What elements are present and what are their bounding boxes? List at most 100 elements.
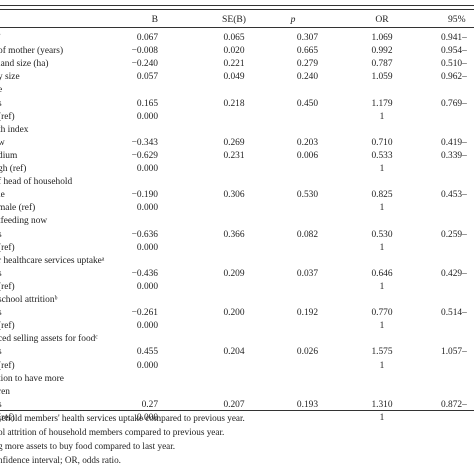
row-9-se: 0.231 (223, 151, 245, 161)
row-10-label: gh (ref) (0, 164, 27, 174)
row-24-ci: 1.057– (441, 347, 467, 357)
row-5-se: 0.218 (223, 99, 245, 109)
row-18-label: s (0, 269, 2, 280)
row-3-or: 1.059 (371, 72, 393, 82)
row-5-or: 1.179 (371, 99, 393, 109)
footnote-abbrev: nfidence interval; OR, odds ratio. (0, 455, 121, 465)
row-18-se: 0.209 (223, 269, 245, 279)
row-26-label: tion to have more (0, 374, 64, 384)
row-6-b: 0.000 (136, 112, 158, 122)
table-subheader-rule (0, 27, 474, 28)
row-3-ci: 0.962– (441, 72, 467, 82)
row-15-ci: 0.259– (441, 230, 467, 240)
row-21-or: 0.770 (371, 308, 393, 318)
row-21-se: 0.200 (223, 308, 245, 318)
row-29-label: (ref) (0, 413, 15, 423)
row-13-b: 0.000 (136, 203, 158, 213)
row-25-label: (ref) (0, 361, 15, 371)
row-12-ci: 0.453– (441, 190, 467, 200)
row-13-or: 1 (379, 203, 385, 213)
header-se: SE(B) (222, 14, 246, 25)
row-16-label: (ref) (0, 243, 15, 253)
row-0-se: 0.065 (223, 33, 245, 43)
row-3-label: y size (0, 72, 20, 82)
header-b: B (151, 14, 158, 25)
row-8-ci: 0.419– (441, 138, 467, 148)
row-12-label: le (0, 190, 5, 200)
row-5-p: 0.450 (296, 99, 318, 109)
row-1-b: −0.008 (131, 46, 158, 56)
row-9-label: dium (0, 151, 18, 161)
row-28-p: 0.193 (296, 400, 318, 410)
row-9-or: 0.533 (371, 151, 393, 161)
row-2-or: 0.787 (371, 59, 393, 69)
row-18-or: 0.646 (371, 269, 393, 279)
row-10-b: 0.000 (136, 164, 158, 174)
row-15-or: 0.530 (371, 230, 393, 240)
row-21-ci: 0.514– (441, 308, 467, 318)
row-15-se: 0.366 (223, 230, 245, 240)
row-18-p: 0.037 (296, 269, 318, 279)
row-15-b: −0.636 (131, 230, 158, 240)
table-top-rule (0, 5, 474, 6)
row-19-label: (ref) (0, 282, 15, 292)
row-9-b: −0.629 (131, 151, 158, 161)
row-29-b: 0.000 (136, 413, 158, 423)
header-ci: 95% (448, 14, 466, 25)
footnote-b: ol attrition of household members compar… (0, 427, 225, 437)
row-2-p: 0.279 (296, 59, 318, 69)
row-8-p: 0.203 (296, 138, 318, 148)
row-18-b: −0.436 (131, 269, 158, 279)
row-5-b: 0.165 (136, 99, 158, 109)
row-0-ci: 0.941– (441, 33, 467, 43)
row-3-p: 0.240 (296, 72, 318, 82)
row-28-ci: 0.872– (441, 400, 467, 410)
row-2-label: land size (ha) (0, 59, 49, 69)
row-5-ci: 0.769– (441, 99, 467, 109)
row-9-p: 0.006 (296, 151, 318, 161)
header-p: p (290, 14, 296, 25)
row-0-b: 0.067 (136, 33, 158, 43)
row-28-b: 0.27 (141, 400, 158, 410)
row-24-b: 0.455 (136, 347, 158, 357)
row-1-p: 0.665 (296, 46, 318, 56)
row-12-b: −0.190 (131, 190, 158, 200)
footnote-c: g more assets to buy food compared to la… (0, 441, 176, 451)
row-10-or: 1 (379, 164, 385, 174)
row-9-ci: 0.339– (441, 151, 467, 161)
row-6-or: 1 (379, 112, 385, 122)
row-24-p: 0.026 (296, 347, 318, 357)
row-1-se: 0.020 (223, 46, 245, 56)
row-23-label: ced selling assets for foodᶜ (0, 334, 98, 344)
row-22-b: 0.000 (136, 321, 158, 331)
row-15-p: 0.082 (296, 230, 318, 240)
row-19-b: 0.000 (136, 282, 158, 292)
row-21-p: 0.192 (296, 308, 318, 318)
row-3-se: 0.049 (223, 72, 245, 82)
row-1-ci: 0.954– (441, 46, 467, 56)
row-8-se: 0.269 (223, 138, 245, 148)
row-25-b: 0.000 (136, 361, 158, 371)
row-22-or: 1 (379, 321, 385, 331)
row-19-or: 1 (379, 282, 385, 292)
row-17-label: r healthcare services uptakeᵃ (0, 256, 105, 266)
row-8-label: w (0, 138, 5, 148)
row-11-label: f head of household (0, 177, 73, 187)
row-1-label: of mother (years) (0, 46, 64, 56)
row-22-label: (ref) (0, 321, 15, 331)
row-0-label: ’ (0, 33, 1, 44)
row-16-or: 1 (379, 243, 385, 253)
row-0-or: 1.069 (371, 33, 393, 43)
row-13-label: male (ref) (0, 203, 36, 213)
row-4-label: e (0, 85, 3, 95)
row-6-label: (ref) (0, 112, 15, 122)
row-28-label: s (0, 400, 2, 411)
row-16-b: 0.000 (136, 243, 158, 253)
row-28-or: 1.310 (371, 400, 393, 410)
row-12-p: 0.530 (296, 190, 318, 200)
row-21-label: s (0, 308, 2, 319)
row-12-se: 0.306 (223, 190, 245, 200)
row-2-b: −0.240 (131, 59, 158, 69)
row-29-or: 1 (379, 413, 385, 423)
